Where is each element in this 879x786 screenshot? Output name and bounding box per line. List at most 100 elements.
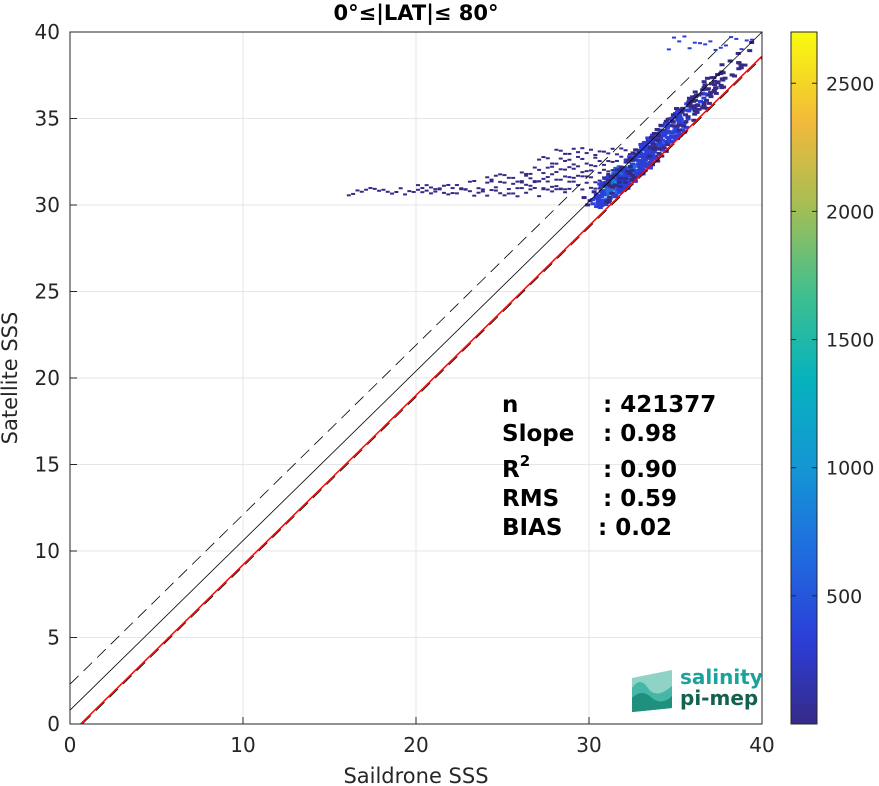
heatmap-cell [550, 162, 555, 165]
heatmap-cell [674, 107, 680, 111]
heatmap-cell [674, 115, 680, 119]
heatmap-cell [644, 153, 650, 157]
logo-line2: pi-mep [680, 686, 758, 710]
heatmap-cell [515, 180, 520, 183]
heatmap-cell [614, 159, 619, 162]
heatmap-cell [727, 59, 733, 63]
heatmap-cell [593, 165, 598, 168]
heatmap-cell [682, 35, 687, 38]
heatmap-cell [511, 192, 516, 195]
heatmap-cell [554, 188, 559, 191]
heatmap-cell [674, 127, 680, 131]
heatmap-cell [653, 132, 659, 136]
heatmap-cell [433, 188, 438, 191]
heatmap-cell [441, 191, 446, 194]
heatmap-cell [519, 180, 524, 183]
heatmap-cell [723, 44, 728, 47]
heatmap-cell [719, 86, 725, 90]
heatmap-cell [550, 190, 555, 193]
heatmap-cell [719, 70, 725, 74]
colorbar-tick-label: 2500 [826, 73, 874, 95]
heatmap-cell [612, 183, 618, 187]
heatmap-cell [661, 146, 667, 150]
heatmap-cell [627, 155, 633, 159]
heatmap-cell [690, 95, 696, 99]
heatmap-cell [640, 168, 646, 172]
heatmap-cell [709, 76, 715, 80]
heatmap-cell [498, 192, 503, 195]
heatmap-cell [595, 199, 601, 203]
heatmap-cell [580, 188, 585, 191]
heatmap-cell [599, 204, 605, 208]
heatmap-cell [654, 127, 660, 131]
heatmap-cell [580, 171, 585, 174]
heatmap-cell [476, 187, 481, 190]
heatmap-cell [524, 183, 529, 186]
heatmap-cell [589, 148, 593, 151]
heatmap-cell [584, 170, 589, 173]
heatmap-cell [649, 153, 655, 157]
heatmap-cell [593, 153, 598, 156]
heatmap-cell [712, 83, 718, 87]
heatmap-cell [420, 191, 425, 194]
heatmap-cell [580, 147, 585, 150]
heatmap-cell [657, 128, 663, 132]
heatmap-cell [485, 176, 490, 179]
heatmap-cell [674, 134, 680, 138]
x-axis-ticks: 0 10 20 30 40 [64, 717, 775, 757]
heatmap-cell [742, 63, 748, 67]
stat-slope-value: : 0.98 [603, 421, 677, 447]
heatmap-cell [585, 203, 591, 207]
heatmap-cell [541, 156, 546, 159]
heatmap-cell [604, 193, 610, 197]
heatmap-cell [692, 105, 698, 109]
heatmap-cell [605, 176, 611, 180]
heatmap-cell [659, 138, 665, 142]
heatmap-cell [558, 149, 563, 152]
heatmap-cell [416, 188, 420, 191]
heatmap-cell [655, 159, 661, 163]
x-tick-label: 10 [230, 733, 255, 757]
heatmap-cell [749, 38, 754, 41]
heatmap-cell [626, 171, 632, 175]
heatmap-cell [691, 118, 697, 122]
heatmap-cell [704, 106, 710, 110]
heatmap-cell [372, 187, 377, 190]
heatmap-cell [563, 168, 568, 171]
heatmap-cell [656, 143, 662, 147]
heatmap-cell [600, 201, 606, 205]
heatmap-cell [619, 166, 624, 169]
heatmap-cell [545, 188, 550, 191]
heatmap-cell [686, 96, 692, 100]
heatmap-cell [705, 87, 711, 91]
heatmap-cell [563, 175, 568, 178]
heatmap-cell [576, 151, 581, 154]
heatmap-cell [424, 189, 429, 192]
heatmap-cell [676, 128, 682, 132]
heatmap-cell [550, 173, 555, 176]
heatmap-cell [580, 175, 585, 178]
heatmap-cell [711, 90, 717, 94]
heatmap-cell [688, 104, 694, 108]
heatmap-cell [621, 169, 627, 173]
heatmap-cell [603, 188, 609, 192]
heatmap-cell [706, 101, 712, 105]
heatmap-cell [563, 191, 568, 194]
heatmap-cell [554, 185, 559, 188]
heatmap-cell [627, 153, 632, 156]
stat-n-value: : 421377 [603, 392, 716, 418]
heatmap-cell [607, 195, 613, 199]
heatmap-cell [708, 91, 714, 95]
heatmap-cell [537, 180, 542, 183]
heatmap-cell [532, 186, 537, 189]
heatmap-cell [605, 186, 611, 190]
heatmap-cell [631, 175, 637, 179]
heatmap-cell [699, 92, 705, 96]
heatmap-cell [690, 99, 696, 103]
heatmap-cell [627, 176, 633, 180]
heatmap-cell [677, 114, 683, 118]
heatmap-cell [597, 179, 602, 182]
heatmap-cell [515, 187, 520, 190]
heatmap-cell [744, 39, 749, 42]
heatmap-cell [631, 165, 637, 169]
